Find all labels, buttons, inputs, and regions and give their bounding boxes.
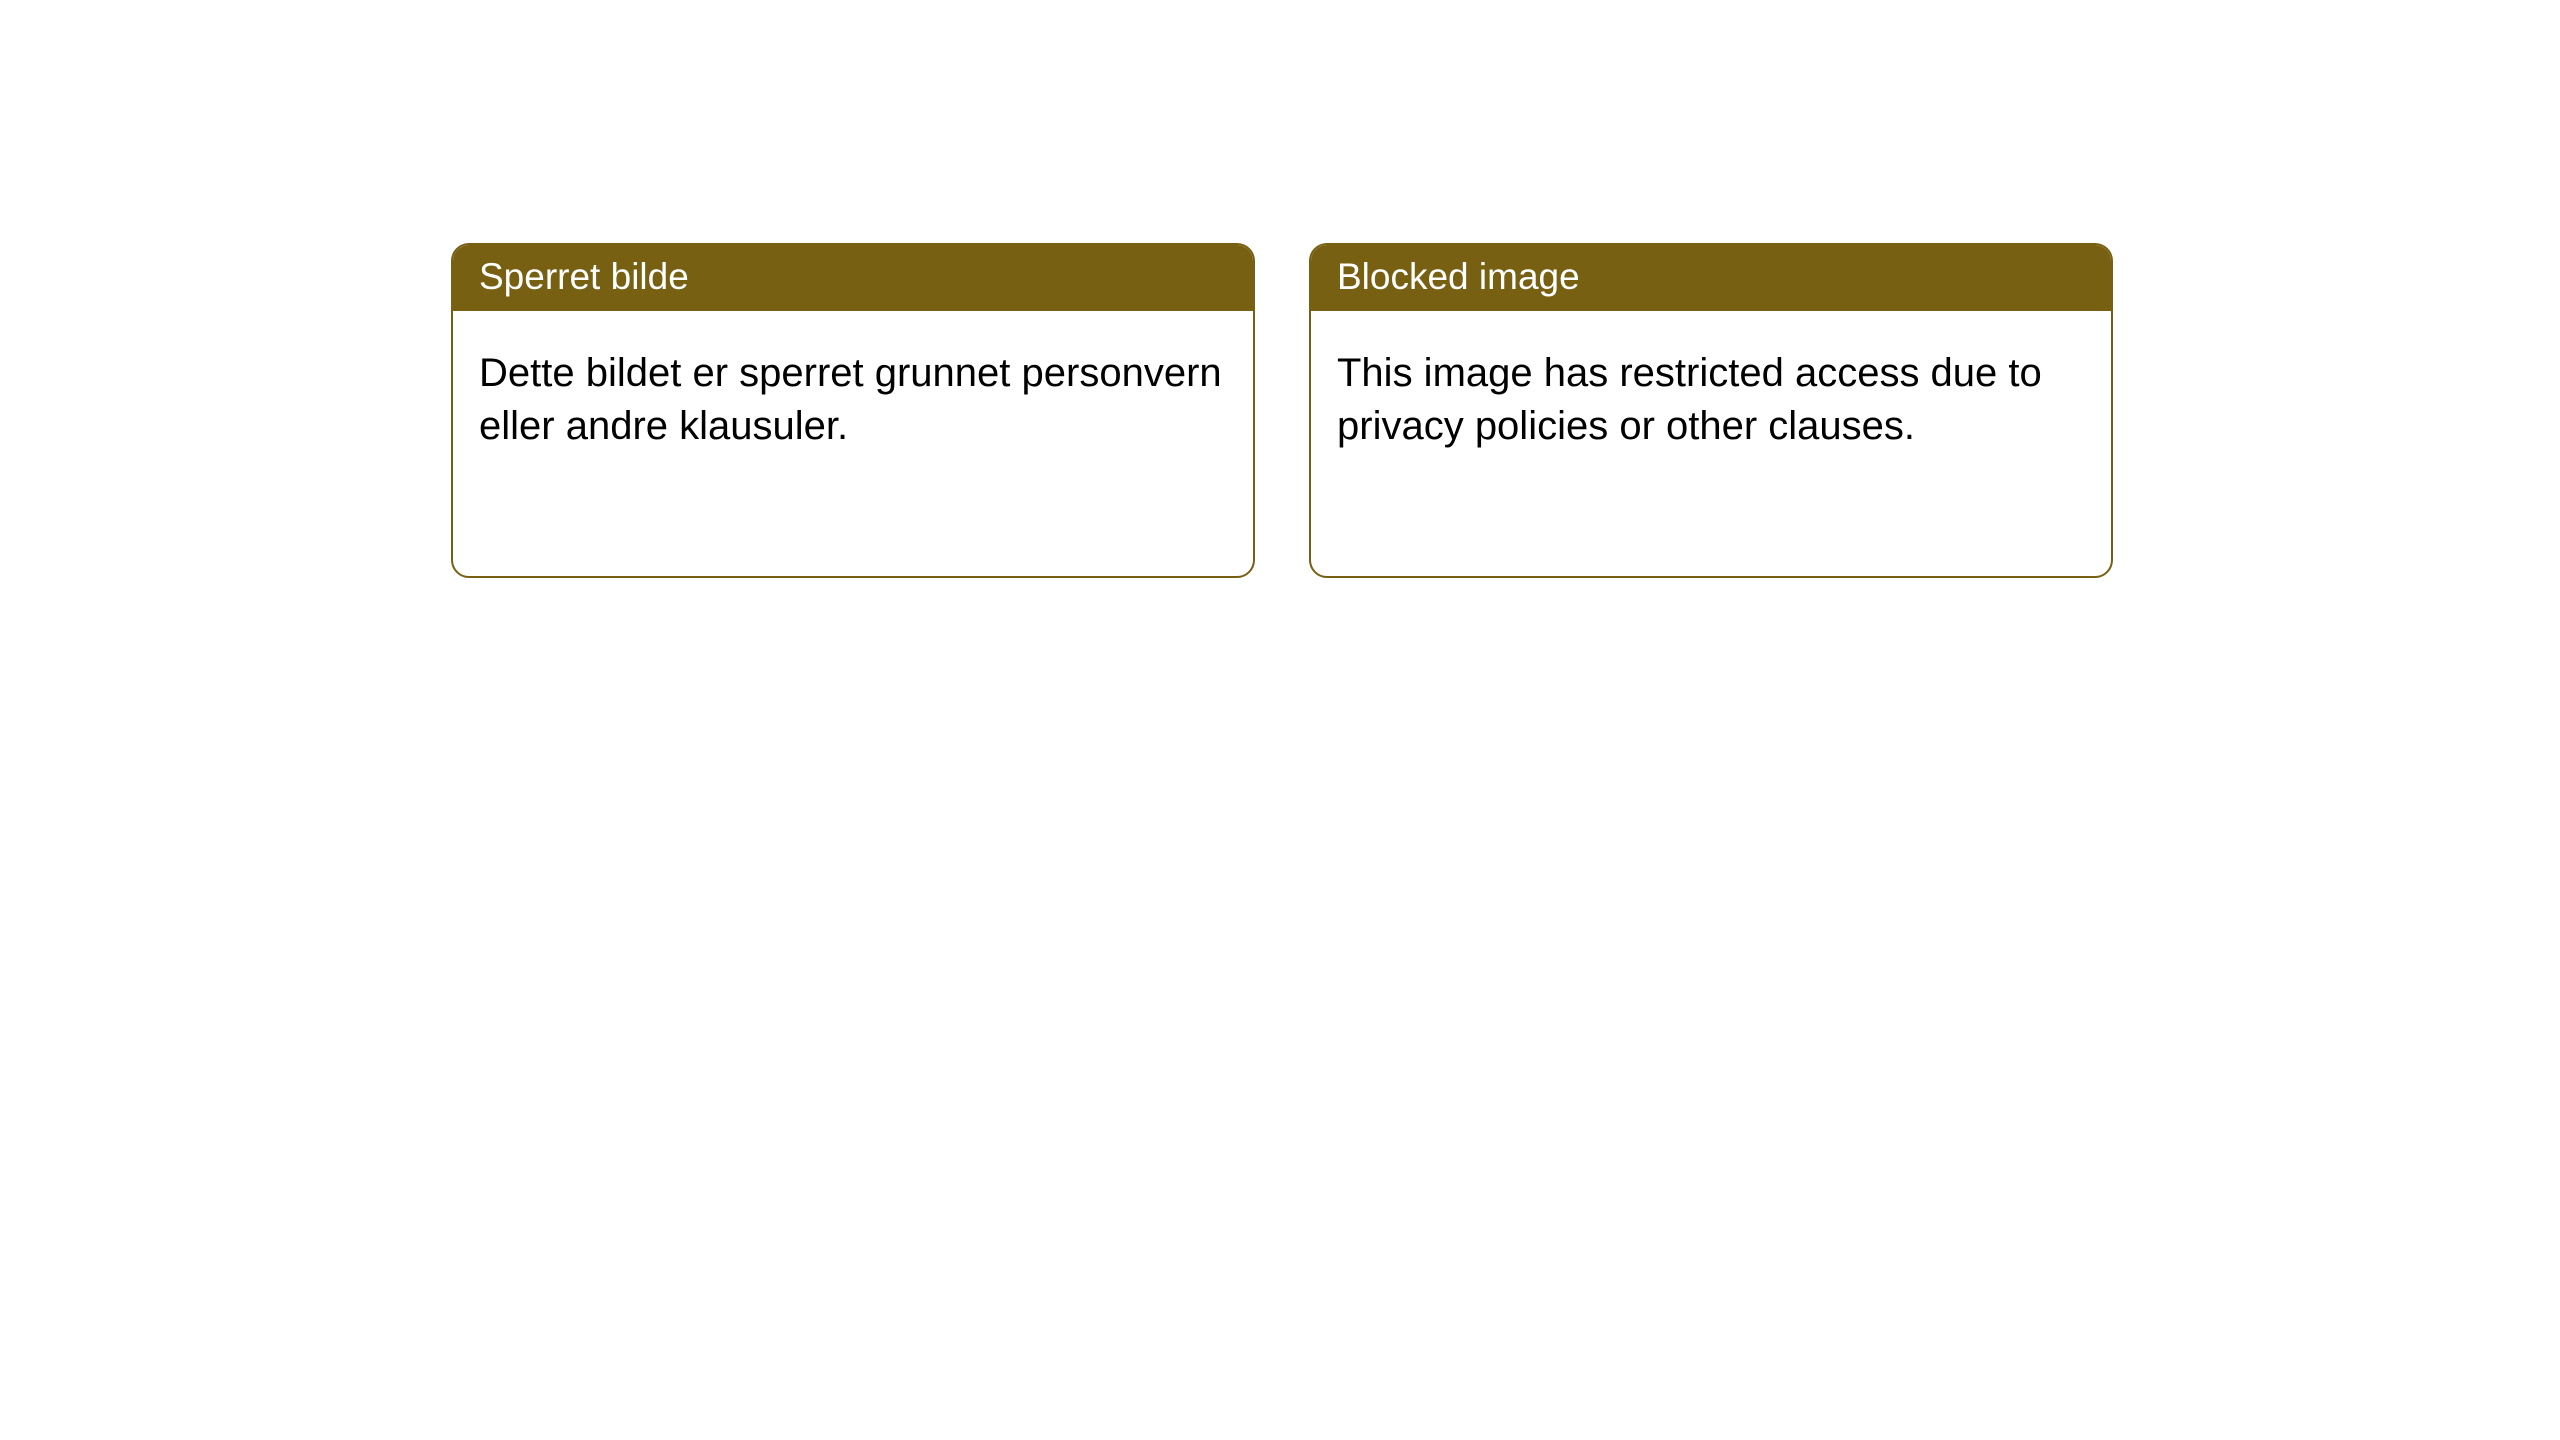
notice-header-en: Blocked image bbox=[1311, 245, 2111, 311]
notice-header-no: Sperret bilde bbox=[453, 245, 1253, 311]
notice-card-no: Sperret bilde Dette bildet er sperret gr… bbox=[451, 243, 1255, 578]
notice-card-en: Blocked image This image has restricted … bbox=[1309, 243, 2113, 578]
notice-container: Sperret bilde Dette bildet er sperret gr… bbox=[0, 0, 2560, 578]
notice-body-no: Dette bildet er sperret grunnet personve… bbox=[453, 311, 1253, 479]
notice-body-en: This image has restricted access due to … bbox=[1311, 311, 2111, 479]
